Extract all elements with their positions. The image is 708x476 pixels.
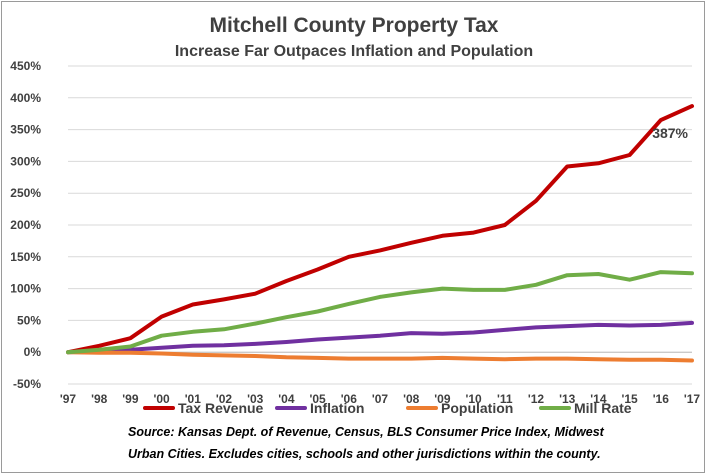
y-tick-label: -50% <box>13 377 41 391</box>
x-tick-label: '09 <box>434 392 451 406</box>
x-tick-label: '08 <box>403 392 420 406</box>
legend-label: Inflation <box>310 400 364 416</box>
y-tick-label: 450% <box>10 59 41 73</box>
legend-label: Population <box>441 400 513 416</box>
source-note-line-1: Source: Kansas Dept. of Revenue, Census,… <box>128 425 605 439</box>
series-line-inflation <box>66 320 694 355</box>
series-lines <box>66 104 694 363</box>
chart-title: Mitchell County Property Tax <box>210 14 499 37</box>
x-tick-label: '07 <box>372 392 389 406</box>
x-tick-label: '06 <box>341 392 358 406</box>
series-line-mill-rate <box>66 270 694 355</box>
legend-item-mill-rate: Mill Rate <box>539 400 632 416</box>
x-tick-label: '01 <box>185 392 202 406</box>
x-tick-label: '15 <box>621 392 638 406</box>
x-tick-label: '99 <box>122 392 139 406</box>
x-tick-label: '14 <box>590 392 607 406</box>
x-tick-label: '03 <box>247 392 264 406</box>
x-tick-label: '17 <box>684 392 701 406</box>
y-tick-label: 200% <box>10 218 41 232</box>
annotations: 387% <box>652 125 688 141</box>
series-line-tax-revenue <box>66 104 694 355</box>
chart-subtitle: Increase Far Outpaces Inflation and Popu… <box>175 43 533 60</box>
x-tick-label: '13 <box>559 392 576 406</box>
y-tick-label: 100% <box>10 282 41 296</box>
y-tick-label: 300% <box>10 154 41 168</box>
x-tick-label: '97 <box>60 392 77 406</box>
source-note-line-2: Urban Cities. Excludes cities, schools a… <box>128 447 601 461</box>
x-tick-label: '00 <box>153 392 170 406</box>
x-tick-label: '11 <box>497 392 513 406</box>
legend-label: Tax Revenue <box>178 400 264 416</box>
y-tick-label: 400% <box>10 91 41 105</box>
y-tick-label: 150% <box>10 250 41 264</box>
x-tick-label: '10 <box>465 392 482 406</box>
annotation-label: 387% <box>652 125 688 141</box>
x-tick-label: '98 <box>91 392 108 406</box>
legend-item-population: Population <box>406 400 513 416</box>
x-axis-tick-labels: '97 '98 '99 '00 '01 '02 '03 '04 '05 '06 '07 '08 '09 '… <box>60 392 701 406</box>
x-tick-label: '04 <box>278 392 295 406</box>
y-tick-label: 50% <box>17 313 41 327</box>
legend: Tax Revenue Inflation Population Mill Rate <box>143 400 632 416</box>
x-tick-label: '12 <box>528 392 545 406</box>
legend-item-tax-revenue: Tax Revenue <box>143 400 264 416</box>
series-line-population <box>66 350 694 363</box>
y-tick-label: 350% <box>10 123 41 137</box>
y-tick-label: 250% <box>10 186 41 200</box>
y-tick-label: 0% <box>24 345 42 359</box>
legend-label: Mill Rate <box>574 400 632 416</box>
x-tick-label: '16 <box>653 392 670 406</box>
legend-item-inflation: Inflation <box>275 400 364 416</box>
y-axis-tick-labels: -50% 0% 50% 100% 150% 200% 250% 300% 350% 400% 450… <box>10 59 41 391</box>
x-tick-label: '05 <box>309 392 326 406</box>
x-tick-label: '02 <box>216 392 233 406</box>
